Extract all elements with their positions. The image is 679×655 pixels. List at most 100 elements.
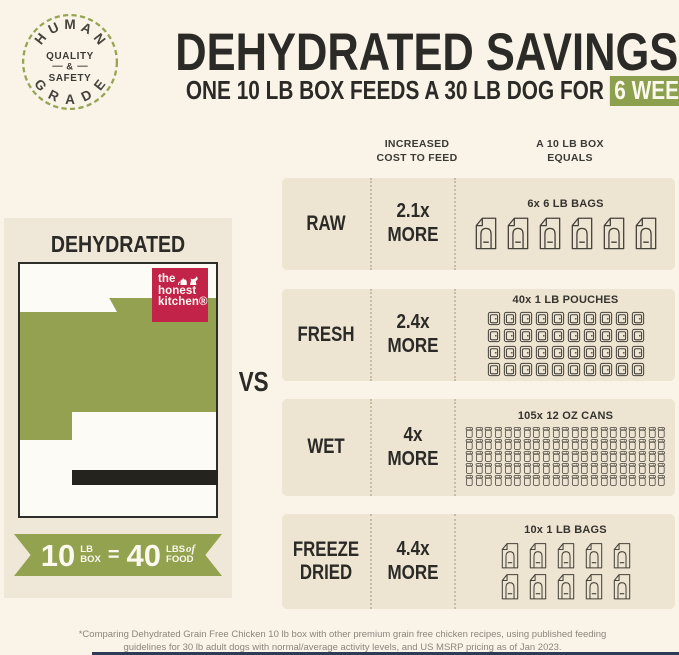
bag-icon (583, 572, 605, 600)
cat-and-dog-icon (177, 275, 198, 285)
pouch-icon (487, 311, 501, 326)
pouch-icon (615, 328, 629, 343)
bag-icon (632, 215, 660, 250)
vs-label: VS (239, 366, 269, 397)
cost-multiplier: 2.1x (396, 200, 430, 223)
can-icon (657, 427, 666, 438)
can-icon (542, 463, 551, 474)
svg-text:M: M (64, 17, 75, 32)
pouch-icon (535, 345, 549, 360)
pouch-icon (551, 362, 565, 377)
can-icon (628, 427, 637, 438)
pouch-icon (535, 328, 549, 343)
pouch-icon (519, 362, 533, 377)
can-icon (600, 475, 609, 486)
can-icon (609, 427, 618, 438)
pouch-icon (615, 362, 629, 377)
cost-multiplier: 4.4x (396, 537, 430, 560)
can-icon (571, 427, 580, 438)
can-icon (580, 463, 589, 474)
can-icon (465, 439, 474, 450)
page-title: DEHYDRATED SAVINGS (175, 23, 679, 82)
pouch-icon (503, 345, 517, 360)
svg-text:N: N (91, 30, 109, 47)
can-icon (523, 427, 532, 438)
can-icon (619, 427, 628, 438)
ribbon-number-40: 40 (126, 537, 162, 573)
box-green-left-tail (20, 412, 72, 440)
can-icon (552, 451, 561, 462)
can-icon (494, 451, 503, 462)
bag-icon (555, 541, 577, 569)
can-icon (532, 463, 541, 474)
can-icon (513, 475, 522, 486)
pouch-icon (503, 311, 517, 326)
can-icon (465, 427, 474, 438)
pouch-icon (551, 311, 565, 326)
cost-word: MORE (387, 335, 439, 357)
svg-text:D: D (79, 87, 95, 105)
ribbon-equals: = (107, 543, 120, 566)
can-icon (504, 439, 513, 450)
pouch-icon (599, 328, 613, 343)
svg-text:A: A (65, 92, 75, 107)
can-icon (657, 463, 666, 474)
can-icon (532, 451, 541, 462)
pouch-icon (567, 362, 581, 377)
pouch-icon (519, 311, 533, 326)
pouch-icon (567, 311, 581, 326)
pouch-icon (567, 345, 581, 360)
logo-line3: kitchen® (158, 296, 208, 309)
can-icon (628, 463, 637, 474)
box-dark-bar (72, 470, 218, 485)
can-icon (504, 451, 513, 462)
package-icon-grid (472, 215, 660, 250)
can-icon (494, 463, 503, 474)
badge-center-quality: QUALITY (46, 51, 94, 62)
can-icon (542, 475, 551, 486)
can-icon (523, 475, 532, 486)
equivalence-ribbon: 10 LB BOX = 40 LBS of FOOD (14, 534, 222, 576)
can-icon (561, 463, 570, 474)
can-icon (504, 463, 513, 474)
ribbon-unit-of: of (186, 543, 196, 556)
can-icon (542, 451, 551, 462)
bag-icon (536, 215, 564, 250)
can-icon (523, 463, 532, 474)
badge-top-arc-text: HU M AN (32, 17, 109, 47)
ribbon-unit-food: FOOD (166, 554, 194, 565)
can-icon (552, 439, 561, 450)
footnote: *Comparing Dehydrated Grain Free Chicken… (78, 629, 607, 654)
can-icon (484, 451, 493, 462)
can-icon (561, 451, 570, 462)
can-icon (571, 439, 580, 450)
bag-icon (527, 572, 549, 600)
can-icon (657, 475, 666, 486)
pouch-icon (599, 311, 613, 326)
can-icon (475, 475, 484, 486)
product-box-illustration: the honest kitchen® (18, 262, 218, 518)
pouch-icon (583, 345, 597, 360)
can-icon (580, 427, 589, 438)
bag-icon (499, 541, 521, 569)
pouch-icon (551, 345, 565, 360)
can-icon (619, 439, 628, 450)
can-icon (523, 451, 532, 462)
can-icon (638, 439, 647, 450)
can-icon (619, 451, 628, 462)
bag-icon (527, 541, 549, 569)
can-icon (513, 451, 522, 462)
logo-line2: honest (158, 284, 197, 297)
svg-text:A: A (79, 19, 95, 37)
honest-kitchen-logo: the honest kitchen® (152, 268, 208, 322)
dehydrated-panel-title: DEHYDRATED (50, 231, 186, 257)
can-icon (542, 427, 551, 438)
logo-line1: the (158, 273, 176, 285)
can-icon (628, 475, 637, 486)
page-subtitle: ONE 10 LB BOX FEEDS A 30 LB DOG FOR 6 WEE… (120, 76, 679, 106)
can-icon (552, 427, 561, 438)
can-icon (484, 475, 493, 486)
bag-icon (504, 215, 532, 250)
can-icon (465, 475, 474, 486)
column-header-cost: INCREASED COST TO FEED (376, 138, 458, 165)
